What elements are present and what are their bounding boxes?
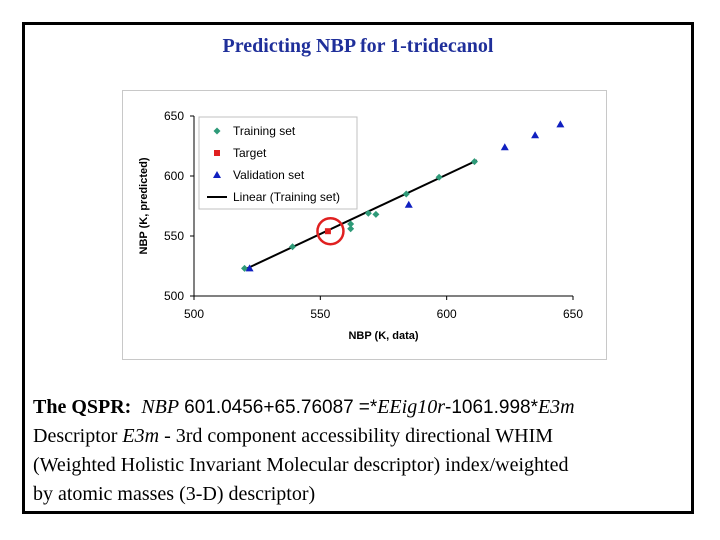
point-triangle-2 bbox=[500, 143, 509, 151]
slide-body: The QSPR: NBP 601.0456+65.76087 =*EEig10… bbox=[33, 393, 693, 509]
descriptor-line-1: Descriptor E3m - 3rd component accessibi… bbox=[33, 425, 554, 447]
legend-box bbox=[198, 116, 358, 210]
qspr-variable: NBP bbox=[141, 396, 180, 418]
chart-axes: 500 550 600 650 500 550 600 650 bbox=[164, 109, 583, 321]
slide-title: Predicting NBP for 1-tridecanol bbox=[222, 35, 494, 57]
x-tick-label-2: 600 bbox=[437, 307, 457, 321]
point-triangle-4 bbox=[556, 120, 565, 128]
point-diamond-8 bbox=[470, 158, 478, 166]
legend-swatch-square bbox=[214, 150, 220, 156]
point-diamond-1 bbox=[289, 243, 297, 251]
x-tick-label-1: 550 bbox=[310, 307, 330, 321]
y-tick-label-3: 650 bbox=[164, 109, 184, 123]
slide-frame: Predicting NBP for 1-tridecanol 500 550 60… bbox=[22, 22, 694, 514]
legend-label-2: Validation set bbox=[233, 168, 305, 182]
qspr-descriptor-2: E3m bbox=[537, 396, 575, 418]
legend-label-1: Target bbox=[233, 146, 267, 160]
y-tick-label-0: 500 bbox=[164, 289, 184, 303]
chart-marks bbox=[241, 120, 565, 272]
legend-swatch-triangle bbox=[213, 171, 221, 178]
descriptor-line-3: by atomic masses (3-D) descriptor) bbox=[33, 483, 316, 505]
point-square-0 bbox=[324, 228, 331, 235]
point-diamond-3 bbox=[347, 220, 355, 228]
qspr-coefficient-2: -1061.998* bbox=[445, 397, 538, 418]
legend-label-3: Linear (Training set) bbox=[233, 190, 340, 204]
target-highlight-circle bbox=[316, 216, 345, 246]
point-diamond-7 bbox=[435, 173, 443, 181]
descriptor-name: E3m bbox=[122, 425, 160, 447]
point-triangle-0 bbox=[245, 264, 254, 272]
point-triangle-1 bbox=[404, 200, 413, 208]
qspr-equation: The QSPR: NBP 601.0456+65.76087 =*EEig10… bbox=[33, 393, 693, 422]
qspr-label: The QSPR: bbox=[33, 396, 132, 418]
legend-swatch-diamond bbox=[213, 127, 221, 135]
x-tick-label-0: 500 bbox=[184, 307, 204, 321]
point-triangle-3 bbox=[531, 131, 540, 139]
scatter-chart: 500 550 600 650 500 550 600 650 Training set Tar… bbox=[138, 109, 583, 342]
chart-area: 500 550 600 650 500 550 600 650 Training set Tar… bbox=[122, 90, 607, 360]
x-axis-label: NBP (K, data) bbox=[348, 330, 418, 342]
qspr-equals: =* bbox=[358, 397, 378, 418]
point-diamond-0 bbox=[241, 264, 249, 272]
x-tick-label-3: 650 bbox=[563, 307, 583, 321]
descriptor-line-2: (Weighted Holistic Invariant Molecular d… bbox=[33, 454, 569, 476]
qspr-constant: 601.0456+65.76087 bbox=[184, 397, 354, 418]
y-tick-label-1: 550 bbox=[164, 229, 184, 243]
y-axis-label: NBP (K, predicted) bbox=[138, 157, 150, 254]
point-diamond-6 bbox=[402, 190, 410, 198]
legend-label-0: Training set bbox=[233, 124, 296, 138]
chart-legend: Training set Target Validation set Linear (… bbox=[198, 116, 358, 210]
qspr-descriptor-1: EEig10r bbox=[377, 396, 445, 418]
point-diamond-5 bbox=[372, 210, 380, 218]
y-tick-label-2: 600 bbox=[164, 169, 184, 183]
point-diamond-4 bbox=[364, 209, 372, 217]
point-diamond-2 bbox=[347, 225, 355, 233]
